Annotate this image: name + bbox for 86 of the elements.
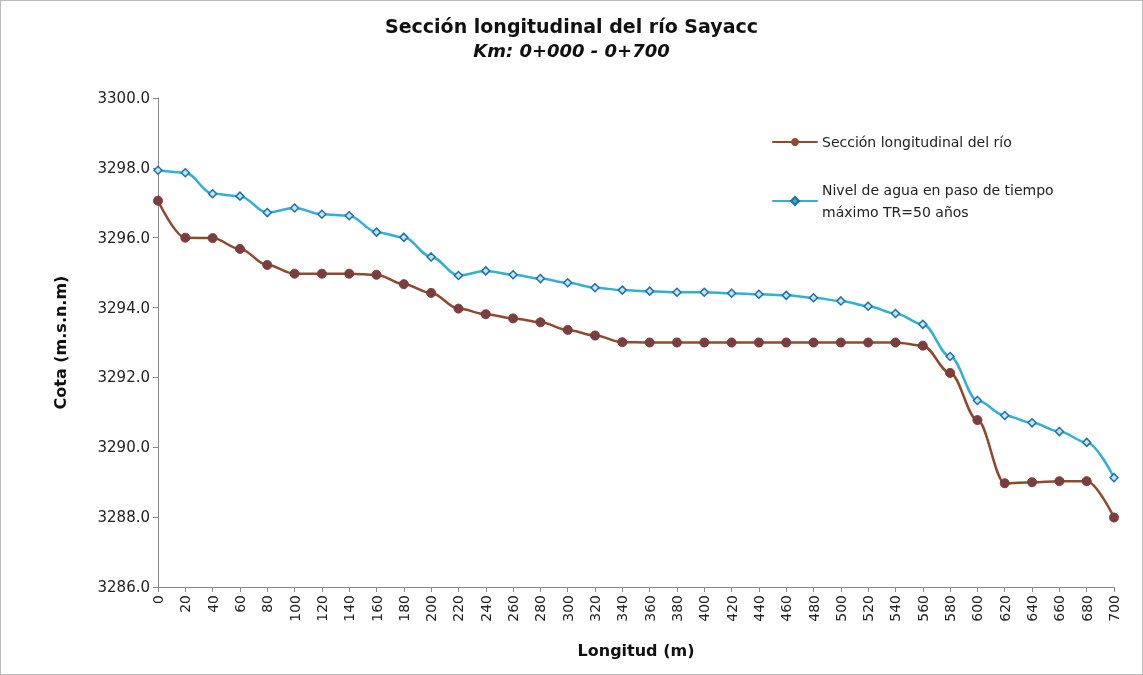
point [153,195,163,206]
legend-label: Nivel de agua en paso de tiempo máximo TR=50 años [822,182,1059,220]
x-axis-title: Longitud (m) [577,640,695,660]
point [207,233,218,244]
point [972,415,983,426]
point [480,309,491,320]
x-tick-label: 520 [860,595,877,622]
point [344,268,355,279]
point [808,337,819,348]
point [535,317,546,328]
point [699,337,710,348]
x-tick-label: 140 [341,595,358,622]
x-tick-label: 700 [1106,595,1122,622]
x-tick-label: 60 [231,595,248,613]
point [426,287,437,298]
y-tick-label: 3290.0 [97,438,150,457]
point [398,279,409,290]
x-tick-label: 220 [450,595,467,622]
x-tick-label: 460 [778,595,795,622]
legend-label: Sección longitudinal del río [822,134,1012,150]
point [890,337,901,348]
y-tick-label: 3288.0 [97,508,150,527]
y-tick-label: 3300.0 [97,89,150,107]
point [453,303,464,314]
x-tick-label: 360 [641,595,658,622]
x-tick-label: 560 [914,595,931,622]
x-tick-label: 120 [313,595,330,622]
x-tick-label: 80 [259,595,276,613]
x-tick-label: 280 [532,595,549,622]
y-tick-label: 3294.0 [97,298,150,317]
x-tick-label: 680 [1078,595,1095,622]
x-tick-label: 480 [805,595,822,622]
point [945,367,956,378]
point [1109,512,1119,523]
point [1027,477,1038,488]
x-tick-label: 240 [477,595,494,622]
x-tick-label: 380 [668,595,685,622]
x-tick-label: 260 [505,595,522,622]
x-tick-label: 180 [395,595,412,622]
x-tick-label: 200 [423,595,440,622]
x-tick-label: 600 [969,595,986,622]
point [863,337,874,348]
point [316,268,327,279]
point [562,324,573,335]
point [289,268,300,279]
point [835,337,846,348]
point [234,243,245,254]
x-tick-label: 40 [204,595,221,613]
point [1054,476,1065,487]
x-tick-label: 160 [368,595,385,622]
point [917,340,928,351]
x-tick-label: 660 [1051,595,1068,622]
point [262,259,273,270]
chart-title: Sección longitudinal del río Sayacc [384,14,759,37]
point [617,337,628,348]
x-tick-label: 300 [559,595,576,622]
x-tick-label: 540 [887,595,904,622]
point [726,337,737,348]
point [508,313,519,324]
x-tick-label: 500 [832,595,849,622]
x-tick-label: 320 [587,595,604,622]
x-tick-label: 620 [996,595,1013,622]
x-tick-label: 400 [696,595,713,622]
y-tick-label: 3292.0 [97,368,150,387]
point [999,478,1010,489]
y-axis-title: Cota (m.s.n.m) [50,275,70,410]
point [1081,476,1092,487]
point [671,337,682,348]
point [753,337,764,348]
x-tick-label: 100 [286,595,303,622]
point [590,330,601,341]
point [644,337,655,348]
point [180,232,191,243]
y-tick-label: 3298.0 [97,158,150,177]
x-tick-label: 20 [177,595,194,613]
point [781,337,792,348]
point [371,269,382,280]
x-tick-label: 340 [614,595,631,622]
y-tick-label: 3286.0 [97,578,150,596]
x-tick-label: 640 [1024,595,1041,622]
x-tick-label: 420 [723,595,740,622]
x-tick-label: 580 [942,595,959,622]
x-tick-label: 440 [750,595,767,622]
y-tick-label: 3296.0 [97,228,150,247]
chart-subtitle: Km: 0+000 - 0+700 [473,39,670,61]
x-tick-label: 0 [150,595,166,604]
